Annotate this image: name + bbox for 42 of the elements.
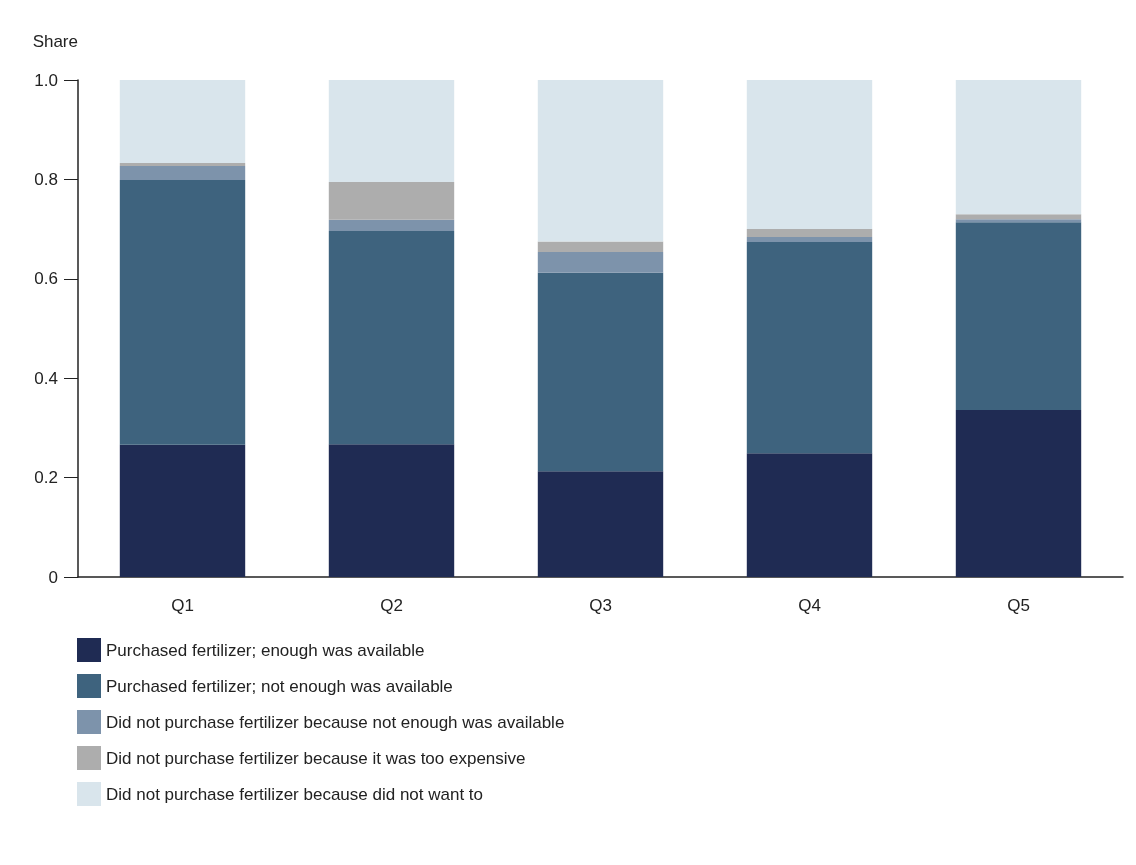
bar bbox=[537, 241, 664, 252]
legend-label: Purchased fertilizer; enough was available bbox=[106, 640, 425, 660]
y-tick-label: 0.8 bbox=[34, 169, 58, 189]
bar bbox=[746, 229, 873, 238]
bar bbox=[746, 453, 873, 577]
bar bbox=[328, 231, 455, 445]
bar bbox=[119, 165, 246, 180]
y-tick-label: 1.0 bbox=[34, 70, 58, 90]
bar bbox=[328, 444, 455, 577]
bar bbox=[119, 80, 246, 163]
x-tick-label: Q4 bbox=[798, 596, 821, 615]
bar bbox=[537, 251, 664, 273]
bar bbox=[119, 444, 246, 577]
bar bbox=[955, 410, 1082, 577]
bar bbox=[955, 219, 1082, 223]
bar bbox=[955, 80, 1082, 215]
bar bbox=[955, 214, 1082, 220]
bar bbox=[746, 237, 873, 243]
y-tick-label: 0.6 bbox=[34, 269, 58, 289]
x-tick-label: Q2 bbox=[380, 596, 403, 615]
bar bbox=[537, 80, 664, 242]
bar bbox=[746, 242, 873, 454]
legend-label: Did not purchase fertilizer because it was too expensive bbox=[106, 748, 526, 768]
bar bbox=[328, 80, 455, 182]
y-tick-label: 0 bbox=[48, 567, 58, 587]
y-axis-title: Share bbox=[32, 32, 78, 51]
bar bbox=[119, 163, 246, 166]
legend-label: Did not purchase fertilizer because did not want to bbox=[106, 784, 484, 804]
bar bbox=[537, 471, 664, 577]
bar bbox=[746, 80, 873, 230]
bar bbox=[328, 219, 455, 232]
x-tick-label: Q5 bbox=[1007, 596, 1030, 615]
legend-label: Purchased fertilizer; not enough was available bbox=[106, 676, 453, 696]
x-tick-label: Q3 bbox=[589, 596, 612, 615]
x-tick-label: Q1 bbox=[171, 596, 194, 615]
y-tick-label: 0.2 bbox=[34, 468, 58, 488]
bar bbox=[328, 181, 455, 220]
y-tick-label: 0.4 bbox=[34, 368, 58, 388]
bar bbox=[955, 222, 1082, 411]
legend-label: Did not purchase fertilizer because not enough was available bbox=[106, 712, 565, 732]
bar bbox=[119, 179, 246, 445]
bar bbox=[537, 272, 664, 472]
